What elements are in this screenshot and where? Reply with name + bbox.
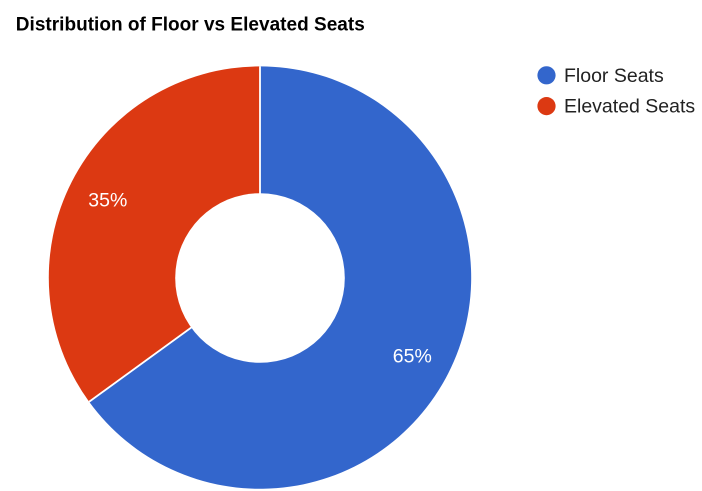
svg-text:65%: 65% <box>393 345 432 367</box>
svg-text:35%: 35% <box>88 189 127 211</box>
svg-text:Floor Seats: Floor Seats <box>564 65 664 87</box>
svg-text:Distribution of Floor vs Eleva: Distribution of Floor vs Elevated Seats <box>16 14 365 35</box>
svg-text:Elevated Seats: Elevated Seats <box>564 96 695 118</box>
